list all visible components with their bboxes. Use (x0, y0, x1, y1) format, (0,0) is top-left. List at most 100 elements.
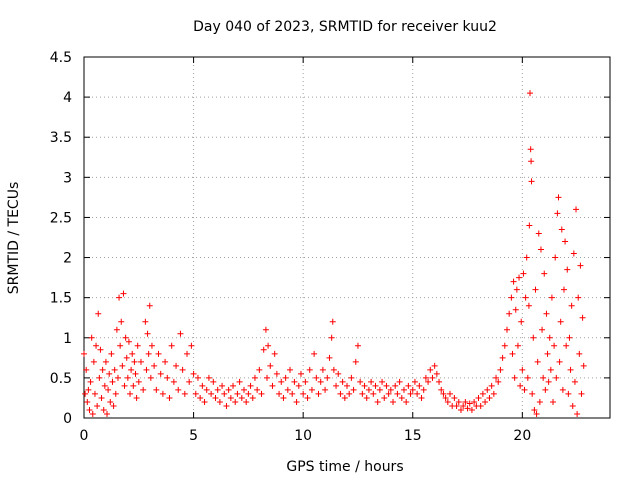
data-point (381, 394, 388, 401)
data-point (89, 410, 96, 417)
data-point (98, 394, 105, 401)
data-point (403, 398, 410, 405)
data-point (453, 402, 460, 409)
data-point (433, 370, 440, 377)
data-point (125, 338, 132, 345)
data-point (560, 286, 567, 293)
data-point (82, 390, 89, 397)
data-point (523, 254, 530, 261)
data-point (490, 390, 497, 397)
data-point (543, 310, 550, 317)
y-tick-label: 0 (63, 411, 72, 427)
data-point (372, 382, 379, 389)
data-point (501, 342, 508, 349)
data-point (293, 398, 300, 405)
data-point (291, 378, 298, 385)
data-point (145, 350, 152, 357)
data-point (550, 398, 557, 405)
data-point (190, 370, 197, 377)
data-point (451, 394, 458, 401)
data-point (564, 266, 571, 273)
data-point (337, 390, 344, 397)
data-point (116, 294, 123, 301)
data-point (506, 310, 513, 317)
data-point (532, 286, 539, 293)
data-point (511, 374, 518, 381)
data-point (278, 378, 285, 385)
data-point (166, 394, 173, 401)
data-point (444, 398, 451, 405)
data-point (534, 358, 541, 365)
data-point (385, 390, 392, 397)
data-point (328, 334, 335, 341)
data-point (201, 398, 208, 405)
data-point (578, 390, 585, 397)
data-point (557, 318, 564, 325)
data-point (258, 390, 265, 397)
data-point (81, 350, 87, 357)
data-point (552, 254, 559, 261)
data-point (164, 374, 171, 381)
data-point (475, 394, 482, 401)
data-point (579, 314, 586, 321)
data-point (536, 398, 543, 405)
data-point (197, 394, 204, 401)
data-point (99, 366, 106, 373)
data-point (134, 342, 141, 349)
grid-lines (84, 57, 610, 418)
data-point (236, 378, 243, 385)
data-point (132, 370, 139, 377)
data-point (157, 370, 164, 377)
data-point (431, 362, 438, 369)
data-point (308, 386, 315, 393)
data-point (541, 270, 548, 277)
data-point (365, 386, 372, 393)
data-point (580, 362, 587, 369)
data-point (146, 302, 153, 309)
data-point (464, 405, 471, 412)
data-point (108, 350, 115, 357)
data-point (221, 390, 228, 397)
data-point (238, 394, 245, 401)
data-point (545, 378, 552, 385)
data-point (100, 406, 107, 413)
data-point (304, 394, 311, 401)
data-point (232, 398, 239, 405)
data-point (425, 378, 432, 385)
data-point (93, 342, 100, 349)
data-point (409, 386, 416, 393)
data-point (488, 382, 495, 389)
data-point (524, 374, 531, 381)
data-point (341, 394, 348, 401)
data-point (368, 378, 375, 385)
data-point (568, 302, 575, 309)
y-tick-label: 3 (63, 170, 72, 186)
data-point (319, 366, 326, 373)
data-point (120, 290, 127, 297)
data-point (468, 406, 475, 413)
data-point (477, 402, 484, 409)
data-point (269, 382, 276, 389)
data-point (520, 270, 527, 277)
data-point (168, 342, 175, 349)
data-point (214, 386, 221, 393)
data-point (527, 90, 534, 97)
data-point (205, 374, 212, 381)
data-point (525, 302, 532, 309)
data-point (462, 398, 469, 405)
data-point (101, 382, 108, 389)
data-point (264, 374, 271, 381)
data-point (227, 394, 234, 401)
data-point (556, 358, 563, 365)
data-point (97, 346, 104, 353)
data-point (455, 398, 462, 405)
y-tick-label: 2 (63, 251, 72, 267)
data-point (137, 358, 144, 365)
data-point (175, 386, 182, 393)
data-point (359, 390, 366, 397)
data-point (96, 374, 103, 381)
data-point (287, 366, 294, 373)
data-point (322, 386, 329, 393)
data-point (311, 350, 318, 357)
data-point (91, 390, 98, 397)
